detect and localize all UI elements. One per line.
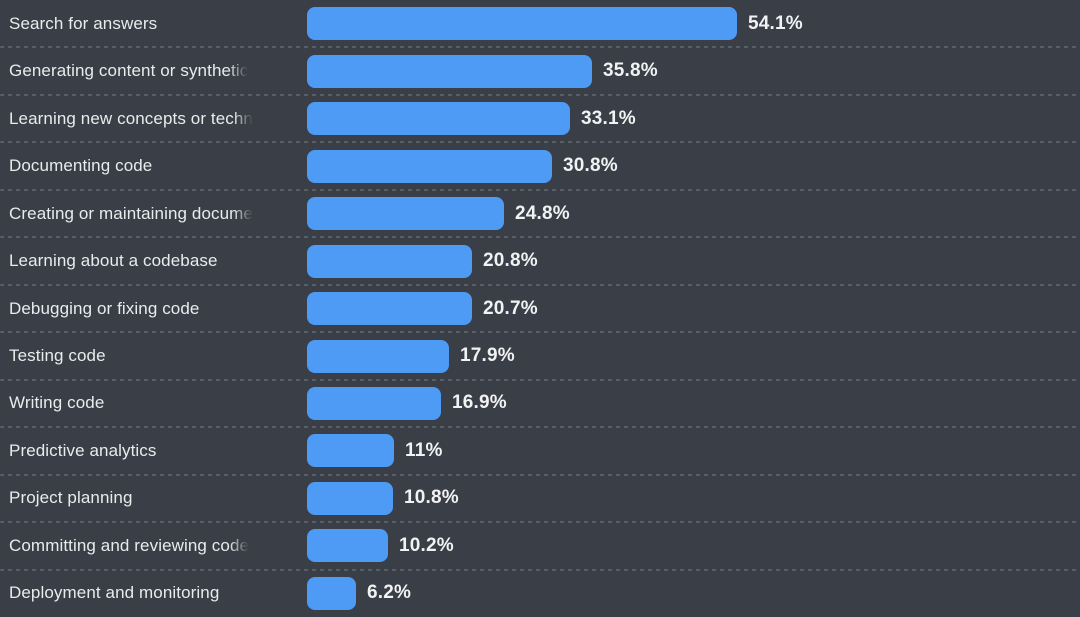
chart-row: Testing code 17.9%	[0, 331, 1080, 379]
value-bar	[307, 244, 472, 278]
category-label: Learning about a codebase	[0, 251, 307, 271]
category-label: Learning new concepts or techn	[0, 109, 307, 129]
category-label-text: Testing code	[9, 346, 106, 366]
bar-area: 33.1%	[307, 95, 1080, 142]
value-bar	[307, 481, 393, 515]
category-label-text: Predictive analytics	[9, 440, 157, 460]
category-label: Documenting code	[0, 156, 307, 176]
chart-row: Documenting code 30.8%	[0, 141, 1080, 189]
chart-row: Project planning 10.8%	[0, 473, 1080, 522]
value-bar	[307, 292, 472, 326]
value-bar	[307, 386, 441, 420]
bar-area: 17.9%	[307, 332, 1080, 379]
chart-row: Generating content or synthetic 35.8%	[0, 46, 1080, 94]
value-label: 54.1%	[748, 12, 803, 34]
category-label: Testing code	[0, 346, 307, 366]
category-label-text: Creating or maintaining docume	[9, 203, 253, 223]
value-label: 17.9%	[460, 345, 515, 367]
bar-area: 20.8%	[307, 237, 1080, 284]
category-label-text: Committing and reviewing code	[9, 535, 250, 555]
category-label-text: Generating content or synthetic	[9, 61, 249, 81]
category-label-text: Debugging or fixing code	[9, 298, 200, 318]
category-label: Debugging or fixing code	[0, 299, 307, 319]
value-bar	[307, 434, 394, 468]
value-bar	[307, 7, 737, 41]
value-bar	[307, 54, 592, 88]
category-label: Predictive analytics	[0, 441, 307, 461]
bar-area: 11%	[307, 427, 1080, 474]
value-label: 35.8%	[603, 60, 658, 82]
category-label: Committing and reviewing code	[0, 536, 307, 556]
bar-area: 16.9%	[307, 380, 1080, 427]
category-label-text: Learning new concepts or techn	[9, 108, 253, 128]
value-bar	[307, 339, 449, 373]
value-label: 20.8%	[483, 250, 538, 272]
category-label: Creating or maintaining docume	[0, 204, 307, 224]
bar-area: 30.8%	[307, 142, 1080, 189]
category-label: Search for answers	[0, 14, 307, 34]
chart-row: Learning new concepts or techn 33.1%	[0, 93, 1080, 142]
category-label: Project planning	[0, 488, 307, 508]
value-bar	[307, 149, 552, 183]
category-label: Writing code	[0, 393, 307, 413]
value-label: 16.9%	[452, 392, 507, 414]
value-label: 20.7%	[483, 297, 538, 319]
category-label-text: Project planning	[9, 488, 133, 508]
value-bar	[307, 529, 388, 563]
bar-area: 35.8%	[307, 47, 1080, 94]
value-label: 11%	[405, 439, 443, 461]
bar-area: 54.1%	[307, 0, 1080, 47]
value-bar	[307, 197, 504, 231]
chart-row: Creating or maintaining docume 24.8%	[0, 188, 1080, 237]
value-label: 10.8%	[404, 487, 459, 509]
chart-row: Learning about a codebase 20.8%	[0, 236, 1080, 284]
chart-row: Writing code 16.9%	[0, 378, 1080, 427]
category-label-text: Documenting code	[9, 156, 153, 176]
value-bar	[307, 576, 356, 610]
value-label: 10.2%	[399, 534, 454, 556]
value-label: 24.8%	[515, 202, 570, 224]
value-label: 33.1%	[581, 107, 636, 129]
value-label: 30.8%	[563, 155, 618, 177]
chart-row: Predictive analytics 11%	[0, 426, 1080, 474]
category-label: Deployment and monitoring	[0, 583, 307, 603]
bar-area: 6.2%	[307, 570, 1080, 617]
bar-area: 20.7%	[307, 285, 1080, 332]
category-label-text: Learning about a codebase	[9, 251, 218, 271]
category-label-text: Search for answers	[9, 13, 158, 33]
category-label-text: Writing code	[9, 393, 105, 413]
bar-area: 10.2%	[307, 522, 1080, 569]
chart-row: Search for answers 54.1%	[0, 0, 1080, 47]
bar-area: 24.8%	[307, 190, 1080, 237]
chart-row: Committing and reviewing code 10.2%	[0, 521, 1080, 569]
chart-row: Debugging or fixing code 20.7%	[0, 283, 1080, 332]
chart-row: Deployment and monitoring 6.2%	[0, 568, 1080, 617]
value-bar	[307, 102, 570, 136]
category-label: Generating content or synthetic	[0, 61, 307, 81]
category-label-text: Deployment and monitoring	[9, 583, 220, 603]
value-label: 6.2%	[367, 582, 412, 604]
bar-area: 10.8%	[307, 475, 1080, 522]
